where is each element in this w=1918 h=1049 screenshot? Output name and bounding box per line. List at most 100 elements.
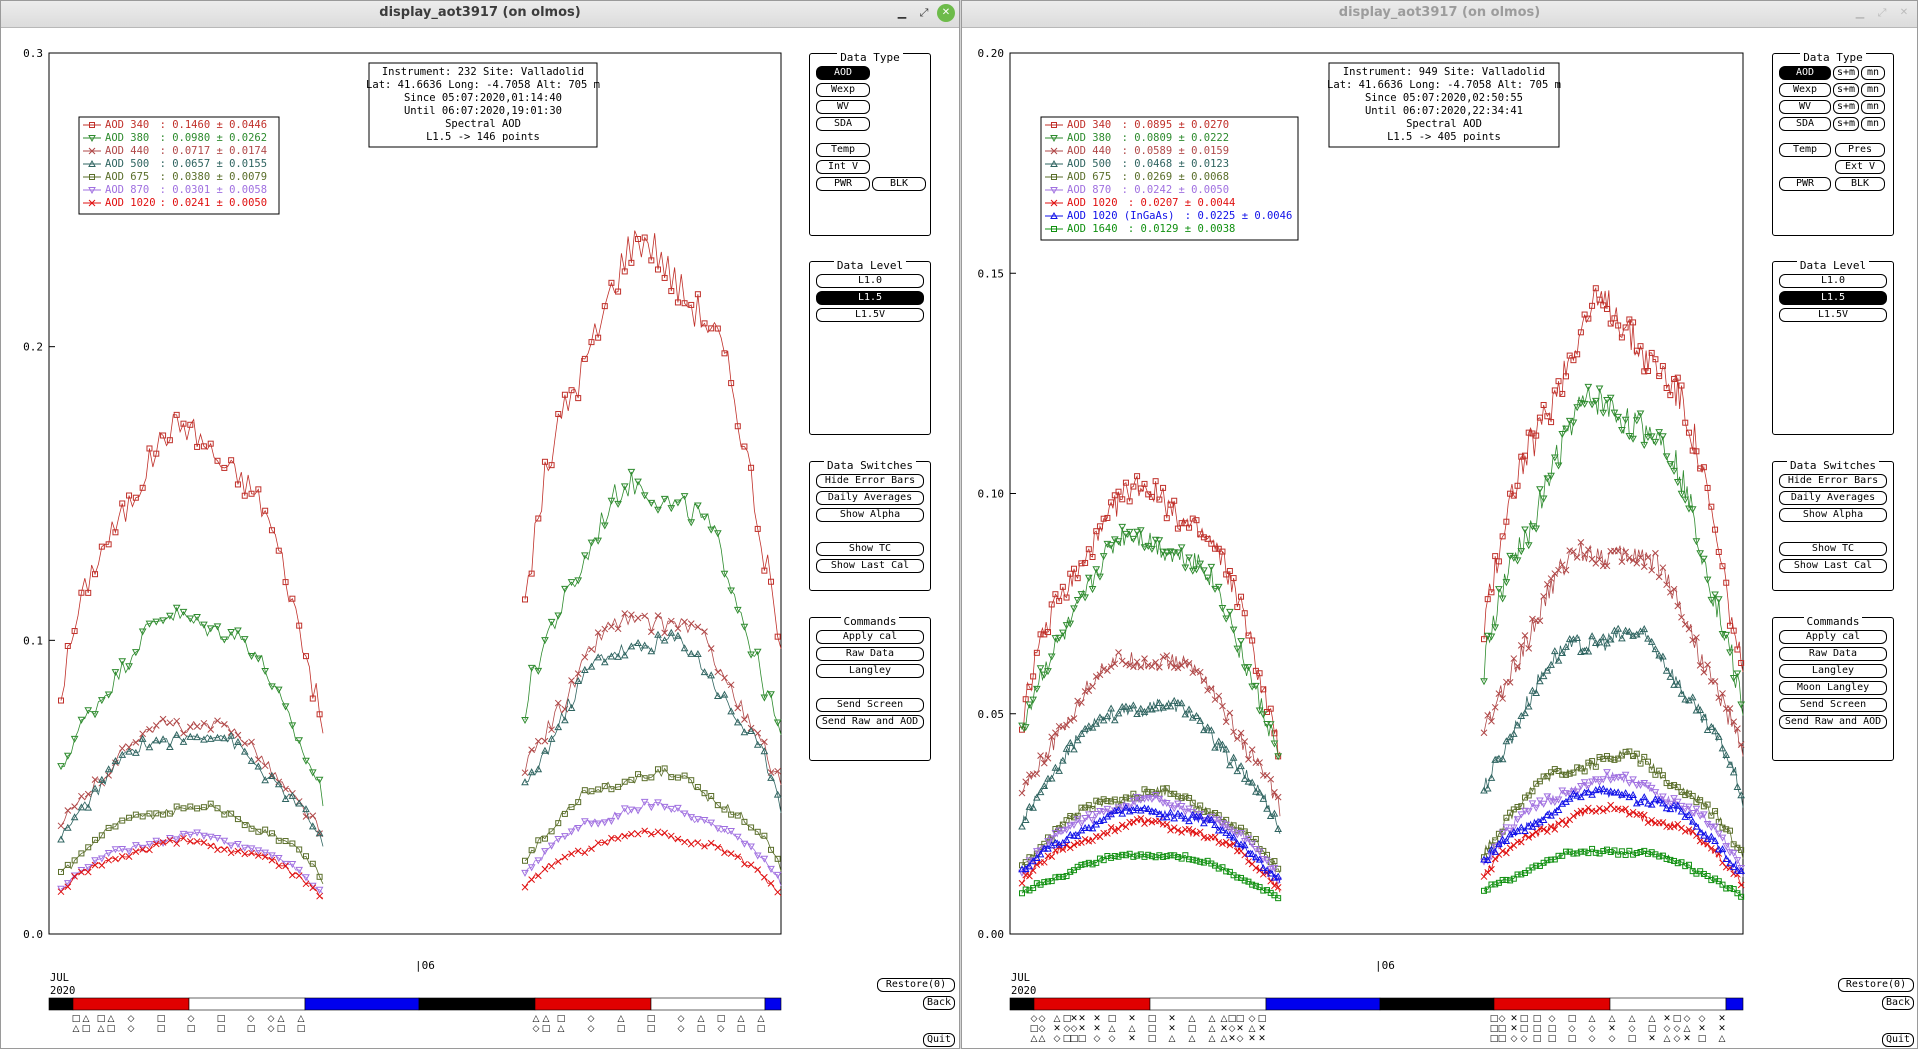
- timeline-segment[interactable]: [764, 997, 782, 1011]
- timeline-segment[interactable]: [534, 997, 652, 1011]
- data-point: [1252, 853, 1260, 861]
- timeline-segment[interactable]: [1149, 997, 1267, 1011]
- timeline-marker: ◇: [1589, 1034, 1596, 1044]
- quit-button[interactable]: Quit: [1882, 1033, 1914, 1047]
- timeline-segment[interactable]: [1609, 997, 1727, 1011]
- raw-data-button[interactable]: Raw Data: [816, 647, 924, 661]
- data-point: [1148, 795, 1156, 803]
- data-point: [1129, 535, 1138, 543]
- timeline-segment[interactable]: [72, 997, 190, 1011]
- restore-0-button[interactable]: Restore(0): [1838, 978, 1914, 992]
- apply-cal-button[interactable]: Apply cal: [1779, 630, 1887, 644]
- langley-button[interactable]: Langley: [816, 664, 924, 678]
- show-alpha-button[interactable]: Show Alpha: [816, 508, 924, 522]
- data-point: [1525, 834, 1533, 841]
- send-raw-and-aod-button[interactable]: Send Raw and AOD: [1779, 715, 1887, 729]
- timeline-segment[interactable]: [188, 997, 306, 1011]
- show-last-cal-button[interactable]: Show Last Cal: [1779, 559, 1887, 573]
- maximize-icon[interactable]: ⤢: [919, 6, 929, 19]
- left-titlebar[interactable]: display_aot3917 (on olmos) ▁ ⤢ ✕: [1, 1, 959, 28]
- timeline-segment[interactable]: [1009, 997, 1035, 1011]
- data-point: [1234, 874, 1241, 881]
- data-level-l1-0-button[interactable]: L1.0: [816, 274, 924, 288]
- timeline-segment[interactable]: [1725, 997, 1744, 1011]
- data-point: [315, 829, 324, 837]
- data-type-wv-button[interactable]: WV: [816, 100, 870, 114]
- data-type-pres-button[interactable]: Pres: [1835, 143, 1885, 157]
- data-type-blk-button[interactable]: BLK: [1835, 177, 1885, 191]
- data-point: [1589, 758, 1596, 765]
- daily-averages-button[interactable]: Daily Averages: [1779, 491, 1887, 505]
- show-last-cal-button[interactable]: Show Last Cal: [816, 559, 924, 573]
- data-point: [1037, 752, 1044, 759]
- raw-data-button[interactable]: Raw Data: [1779, 647, 1887, 661]
- data-type-s-m-button[interactable]: s+m: [1833, 117, 1859, 131]
- data-point: [1160, 484, 1167, 491]
- data-type-temp-button[interactable]: Temp: [1779, 143, 1831, 157]
- maximize-icon[interactable]: ⤢: [1877, 6, 1887, 19]
- data-type-mn-button[interactable]: mn: [1861, 117, 1885, 131]
- show-tc-button[interactable]: Show TC: [1779, 542, 1887, 556]
- show-tc-button[interactable]: Show TC: [816, 542, 924, 556]
- data-type-s-m-button[interactable]: s+m: [1833, 83, 1859, 97]
- timeline-segment[interactable]: [1379, 997, 1495, 1011]
- data-type-sda-button[interactable]: SDA: [1779, 117, 1831, 131]
- langley-button[interactable]: Langley: [1779, 664, 1887, 678]
- data-type-sda-button[interactable]: SDA: [816, 117, 870, 131]
- data-type-mn-button[interactable]: mn: [1861, 83, 1885, 97]
- timeline-segment[interactable]: [1033, 997, 1151, 1011]
- data-type-wexp-button[interactable]: Wexp: [1779, 83, 1831, 97]
- send-screen-button[interactable]: Send Screen: [1779, 698, 1887, 712]
- timeline-segment[interactable]: [1265, 997, 1381, 1011]
- data-type-wv-button[interactable]: WV: [1779, 100, 1831, 114]
- hide-error-bars-button[interactable]: Hide Error Bars: [1779, 474, 1887, 488]
- data-level-l1-5-button[interactable]: L1.5: [1779, 291, 1887, 305]
- timeline-segment[interactable]: [418, 997, 536, 1011]
- data-type-pwr-button[interactable]: PWR: [816, 177, 870, 191]
- data-point: [1670, 823, 1678, 830]
- send-screen-button[interactable]: Send Screen: [816, 698, 924, 712]
- data-type-aod-button[interactable]: AOD: [1779, 66, 1831, 80]
- minimize-icon[interactable]: ▁: [1855, 6, 1865, 19]
- close-icon[interactable]: ✕: [1899, 7, 1909, 18]
- back-button[interactable]: Back: [923, 996, 955, 1010]
- data-type-int-v-button[interactable]: Int V: [816, 160, 870, 174]
- data-type-s-m-button[interactable]: s+m: [1833, 66, 1859, 80]
- hide-error-bars-button[interactable]: Hide Error Bars: [816, 474, 924, 488]
- data-type-wexp-button[interactable]: Wexp: [816, 83, 870, 97]
- minimize-icon[interactable]: ▁: [897, 6, 907, 19]
- timeline-segment[interactable]: [304, 997, 420, 1011]
- send-raw-and-aod-button[interactable]: Send Raw and AOD: [816, 715, 924, 729]
- data-type-mn-button[interactable]: mn: [1861, 100, 1885, 114]
- quit-button[interactable]: Quit: [923, 1033, 955, 1047]
- data-point: [281, 703, 290, 711]
- close-icon[interactable]: ✕: [937, 4, 955, 22]
- data-type-temp-button[interactable]: Temp: [816, 143, 870, 157]
- data-level-l1-5-button[interactable]: L1.5: [816, 291, 924, 305]
- daily-averages-button[interactable]: Daily Averages: [816, 491, 924, 505]
- right-titlebar[interactable]: display_aot3917 (on olmos) ▁ ⤢ ✕: [962, 1, 1917, 28]
- data-point: [1588, 790, 1596, 798]
- data-level-l1-5v-button[interactable]: L1.5V: [816, 308, 924, 322]
- restore-0-button[interactable]: Restore(0): [877, 978, 955, 992]
- data-point: [1129, 701, 1138, 709]
- timeline-segment[interactable]: [650, 997, 766, 1011]
- back-button[interactable]: Back: [1882, 996, 1914, 1010]
- data-type-pwr-button[interactable]: PWR: [1779, 177, 1831, 191]
- data-type-ext-v-button[interactable]: Ext V: [1835, 160, 1885, 174]
- data-point: [1637, 760, 1644, 767]
- show-alpha-button[interactable]: Show Alpha: [1779, 508, 1887, 522]
- data-level-l1-5v-button[interactable]: L1.5V: [1779, 308, 1887, 322]
- apply-cal-button[interactable]: Apply cal: [816, 630, 924, 644]
- data-point: [521, 869, 529, 877]
- timeline-segment[interactable]: [1493, 997, 1611, 1011]
- timeline-segment[interactable]: [48, 997, 74, 1011]
- data-type-mn-button[interactable]: mn: [1861, 66, 1885, 80]
- data-level-l1-0-button[interactable]: L1.0: [1779, 274, 1887, 288]
- data-point: [1133, 658, 1141, 666]
- data-type-blk-button[interactable]: BLK: [872, 177, 926, 191]
- data-type-s-m-button[interactable]: s+m: [1833, 100, 1859, 114]
- data-point: [1640, 441, 1649, 449]
- data-type-aod-button[interactable]: AOD: [816, 66, 870, 80]
- moon-langley-button[interactable]: Moon Langley: [1779, 681, 1887, 695]
